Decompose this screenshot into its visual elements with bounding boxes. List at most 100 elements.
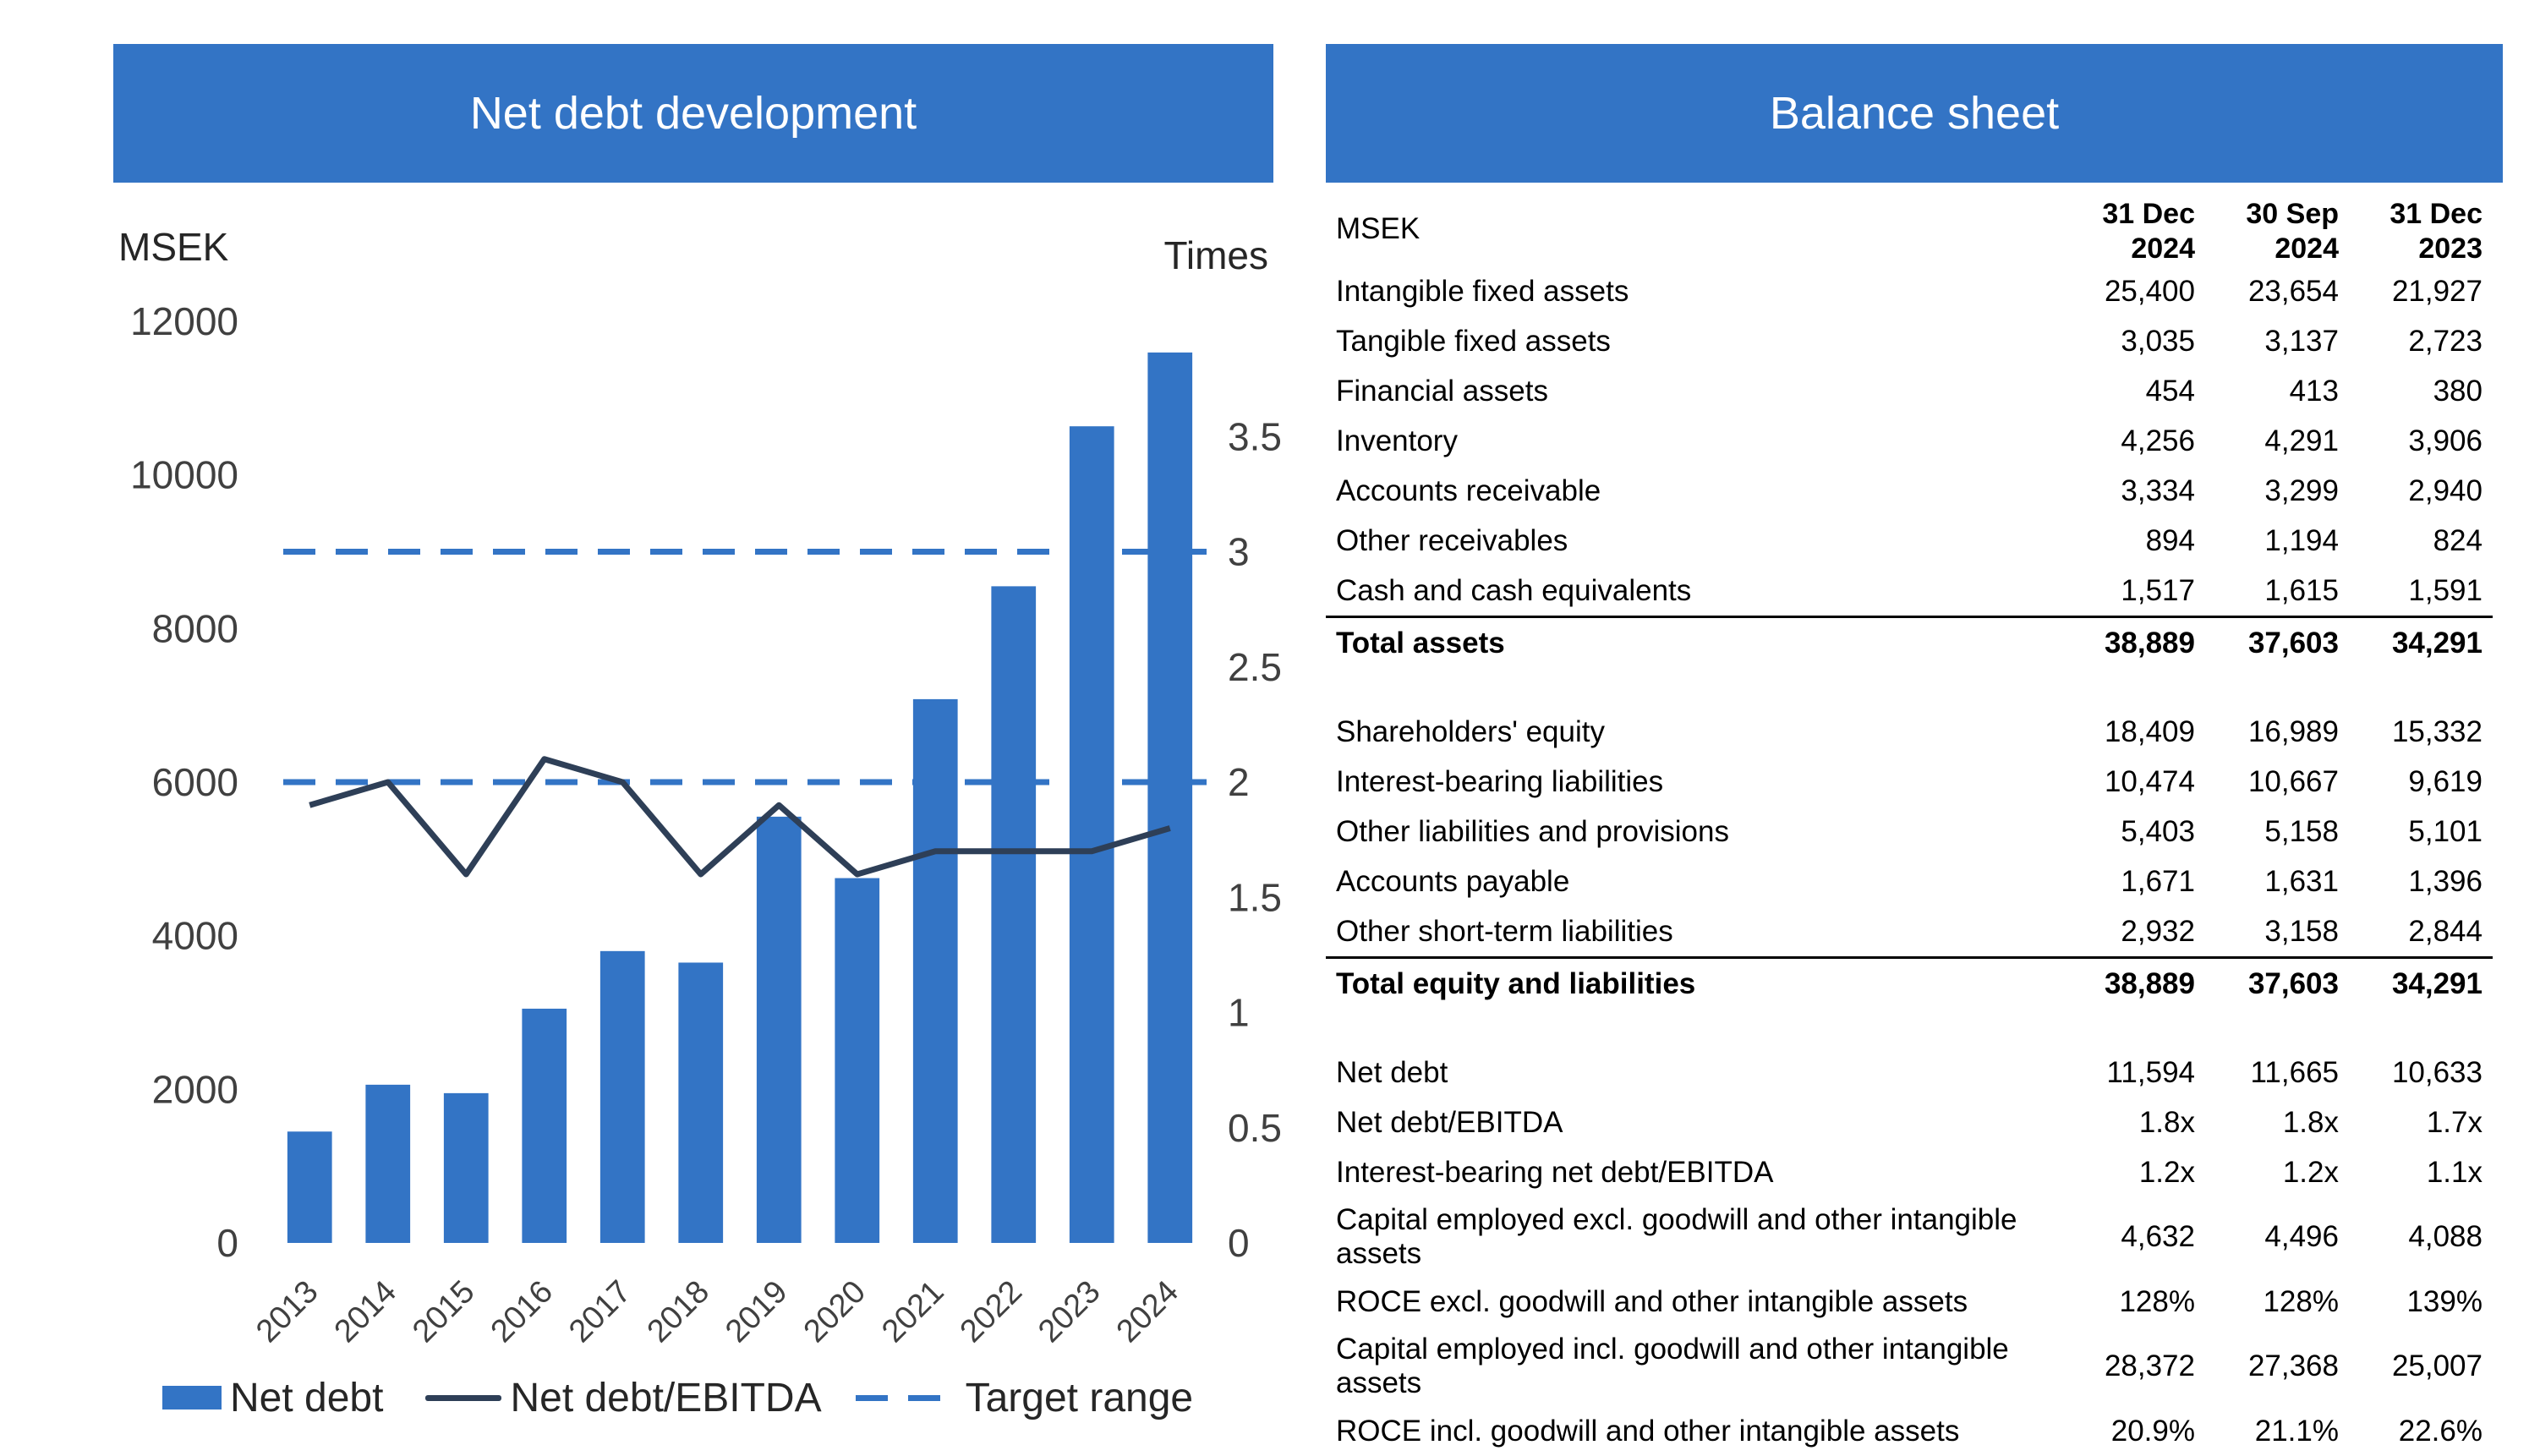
- row-value: 1.7x: [2426, 1105, 2483, 1139]
- row-label: Net debt/EBITDA: [1336, 1105, 1563, 1139]
- legend-item-target: Target range: [855, 1375, 1193, 1421]
- row-label: Capital employed excl. goodwill and othe…: [1336, 1203, 2017, 1270]
- x-axis-tick-label: 2016: [484, 1274, 560, 1349]
- left-axis-tick-label: 4000: [152, 914, 238, 958]
- row-label: Accounts payable: [1336, 864, 1570, 898]
- table-row: Capital employed incl. goodwill and othe…: [1326, 1327, 2493, 1406]
- row-value: 37,603: [2205, 956, 2349, 1009]
- row-value: 1.2x: [2138, 1155, 2195, 1189]
- row-value: 2,932: [2121, 914, 2195, 948]
- table-row: Accounts receivable 3,334 3,299 2,940: [1326, 466, 2493, 516]
- row-value: 2,940: [2408, 473, 2483, 507]
- x-axis-tick-label: 2017: [562, 1274, 638, 1349]
- legend-bar-swatch: [162, 1386, 222, 1409]
- row-value: 27,368: [2247, 1349, 2339, 1382]
- right-axis-tick-label: 3.5: [1228, 414, 1282, 458]
- table-row: Other short-term liabilities 2,932 3,158 2,…: [1326, 906, 2493, 958]
- row-value: 1,517: [2121, 573, 2195, 607]
- left-axis-tick-label: 8000: [152, 606, 238, 650]
- row-value: 128%: [2119, 1284, 2195, 1318]
- table-title: Balance sheet: [1769, 88, 2060, 139]
- row-value: 1.2x: [2282, 1155, 2339, 1189]
- row-value: 4,632: [2121, 1220, 2195, 1253]
- ratio-line-series: [309, 756, 1171, 878]
- x-axis-ticks: 2013 2014 2015 2016 2017 2018 2019 2020 2021 2022…: [249, 1274, 1185, 1349]
- row-value: 34,291: [2349, 956, 2493, 1009]
- section-spacer: [1326, 1009, 2493, 1048]
- row-value: 1.8x: [2138, 1105, 2195, 1139]
- row-value: 38,889: [2061, 616, 2205, 668]
- table-row: Shareholders' equity 18,409 16,989 15,332: [1326, 707, 2493, 757]
- row-value: 21,927: [2391, 274, 2483, 308]
- legend-label-ratio: Net debt/EBITDA: [510, 1375, 822, 1420]
- row-value: 16,989: [2247, 714, 2339, 748]
- row-value: 1,194: [2264, 523, 2339, 557]
- row-label: Total equity and liabilities: [1326, 956, 2061, 1009]
- x-axis-tick-label: 2021: [875, 1274, 950, 1349]
- net-debt-bar: [1147, 352, 1193, 1244]
- row-value: 18,409: [2104, 714, 2195, 748]
- row-value: 1,591: [2408, 573, 2483, 607]
- row-value: 22.6%: [2398, 1414, 2483, 1448]
- table-row: Other receivables 894 1,194 824: [1326, 516, 2493, 566]
- row-label: Other receivables: [1336, 523, 1568, 557]
- row-label: Cash and cash equivalents: [1336, 573, 1692, 607]
- row-value: 4,088: [2408, 1220, 2483, 1253]
- left-axis-unit: MSEK: [118, 225, 229, 269]
- column-header: 30 Sep 2024: [2246, 198, 2339, 265]
- table-row: Intangible fixed assets 25,400 23,654 21,92…: [1326, 266, 2493, 316]
- row-label: Capital employed incl. goodwill and othe…: [1336, 1333, 2009, 1399]
- row-value: 4,256: [2121, 424, 2195, 457]
- column-header: 31 Dec 2024: [2102, 198, 2195, 265]
- row-label: Financial assets: [1336, 374, 1548, 408]
- x-axis-tick-label: 2020: [797, 1274, 873, 1349]
- row-value: 1,615: [2264, 573, 2339, 607]
- x-axis-tick-label: 2022: [954, 1274, 1029, 1349]
- table-total-row: Total assets 38,889 37,603 34,291: [1326, 616, 2493, 668]
- row-value: 23,654: [2247, 274, 2339, 308]
- row-label: Interest-bearing net debt/EBITDA: [1336, 1155, 1774, 1189]
- row-value: 3,158: [2264, 914, 2339, 948]
- row-value: 25,400: [2104, 274, 2195, 308]
- row-value: 15,332: [2391, 714, 2483, 748]
- table-row: ROCE incl. goodwill and other intangible…: [1326, 1406, 2493, 1456]
- x-axis-tick-label: 2013: [249, 1274, 325, 1349]
- net-debt-bar: [522, 1008, 567, 1243]
- x-axis-tick-label: 2023: [1032, 1274, 1107, 1349]
- row-value: 3,299: [2264, 473, 2339, 507]
- table-row: Interest-bearing liabilities 10,474 10,667…: [1326, 757, 2493, 807]
- bar-series: [287, 352, 1193, 1244]
- net-debt-bar: [1069, 426, 1114, 1243]
- row-value: 128%: [2263, 1284, 2339, 1318]
- row-label: Interest-bearing liabilities: [1336, 764, 1664, 798]
- row-value: 4,291: [2264, 424, 2339, 457]
- right-axis-tick-label: 0.5: [1228, 1106, 1282, 1150]
- table-row: Other liabilities and provisions 5,403 5,1…: [1326, 807, 2493, 857]
- row-value: 4,496: [2264, 1220, 2339, 1253]
- right-axis-tick-label: 1: [1228, 991, 1250, 1035]
- table-row: Net debt/EBITDA 1.8x 1.8x 1.7x: [1326, 1097, 2493, 1147]
- chart-title: Net debt development: [469, 88, 917, 139]
- row-label: ROCE incl. goodwill and other intangible…: [1336, 1414, 1960, 1448]
- net-debt-bar: [365, 1084, 411, 1243]
- table-row: Accounts payable 1,671 1,631 1,396: [1326, 857, 2493, 906]
- row-value: 3,906: [2408, 424, 2483, 457]
- row-value: 139%: [2406, 1284, 2483, 1318]
- legend-dash-swatch: [855, 1394, 940, 1401]
- x-axis-tick-label: 2015: [406, 1274, 481, 1349]
- table-unit-label: MSEK: [1336, 211, 1421, 245]
- left-axis-tick-label: 0: [216, 1221, 238, 1265]
- row-value: 5,101: [2408, 814, 2483, 848]
- row-value: 11,594: [2106, 1055, 2195, 1089]
- row-value: 894: [2145, 523, 2195, 557]
- x-axis-tick-label: 2024: [1110, 1274, 1185, 1349]
- left-axis-ticks: 0 2000 4000 6000 8000 10000 12000: [130, 299, 238, 1265]
- table-total-row: Total equity and liabilities 38,889 37,603…: [1326, 956, 2493, 1009]
- row-value: 454: [2145, 374, 2195, 408]
- row-value: 2,844: [2408, 914, 2483, 948]
- table-row: Capital employed excl. goodwill and othe…: [1326, 1197, 2493, 1277]
- row-label: Net debt: [1336, 1055, 1448, 1089]
- right-axis-tick-label: 3: [1228, 530, 1250, 574]
- row-value: 1.1x: [2426, 1155, 2483, 1189]
- row-value: 1,396: [2408, 864, 2483, 898]
